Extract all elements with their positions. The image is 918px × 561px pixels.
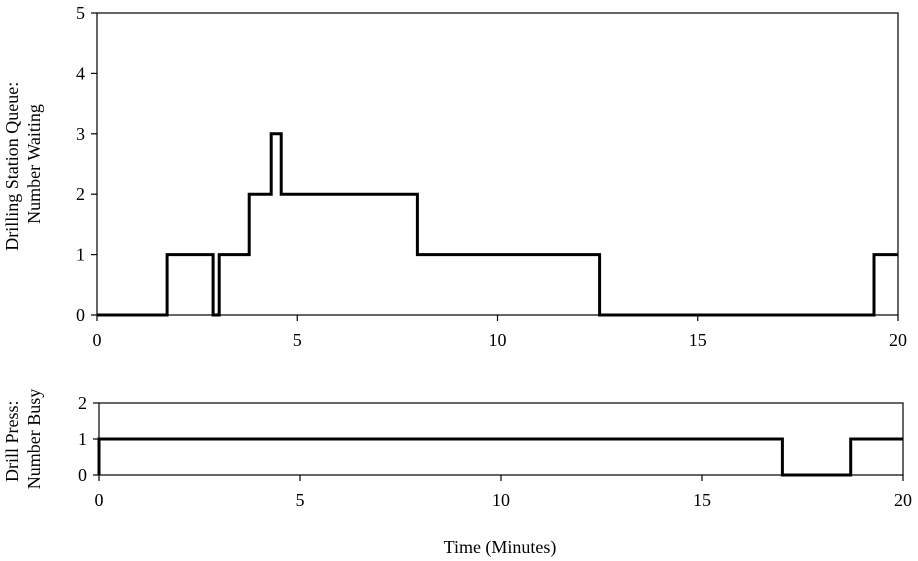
press-step-line <box>97 437 903 477</box>
press-y-axis-title-line2: Number Busy <box>24 389 44 490</box>
queue-x-tick-label: 15 <box>689 330 707 350</box>
press-x-tick-label: 10 <box>492 490 510 510</box>
press-x-tick-label: 20 <box>894 490 912 510</box>
press-x-tick-label: 15 <box>693 490 711 510</box>
queue-y-tick-label: 5 <box>76 3 85 23</box>
press-y-tick-label: 1 <box>78 429 87 449</box>
queue-y-axis-title: Drilling Station Queue: Number Waiting <box>2 77 44 250</box>
queue-y-tick-label: 3 <box>76 124 85 144</box>
queue-step-line <box>97 132 898 317</box>
queue-y-tick-label: 2 <box>76 184 85 204</box>
queue-y-tick-label: 0 <box>76 305 85 325</box>
queue-y-tick-label: 4 <box>76 63 85 83</box>
queue-x-tick-label: 20 <box>889 330 907 350</box>
queue-y-tick-label: 1 <box>76 245 85 265</box>
press-y-axis-title-line1: Drill Press: <box>2 400 22 482</box>
queue-x-tick-label: 0 <box>93 330 102 350</box>
queue-x-tick-label: 10 <box>489 330 507 350</box>
queue-y-axis-title-line1: Drilling Station Queue: <box>2 82 22 251</box>
x-axis-title: Time (Minutes) <box>444 537 557 558</box>
queue-x-tick-label: 5 <box>293 330 302 350</box>
queue-panel: 0 1 2 3 4 5 0 5 10 15 20 Drilling Station Queue: N… <box>2 3 907 350</box>
press-y-tick-label: 0 <box>78 465 87 485</box>
queue-plot-frame <box>96 12 899 316</box>
queue-series <box>97 132 898 317</box>
press-y-tick-label: 2 <box>78 393 87 413</box>
queue-y-axis-title-line2: Number Waiting <box>24 104 44 224</box>
queue-ticks: 0 1 2 3 4 5 0 5 10 15 20 <box>76 3 907 350</box>
press-series <box>97 437 903 477</box>
press-x-tick-label: 0 <box>95 490 104 510</box>
press-x-tick-label: 5 <box>296 490 305 510</box>
press-y-axis-title: Drill Press: Number Busy <box>2 389 44 490</box>
